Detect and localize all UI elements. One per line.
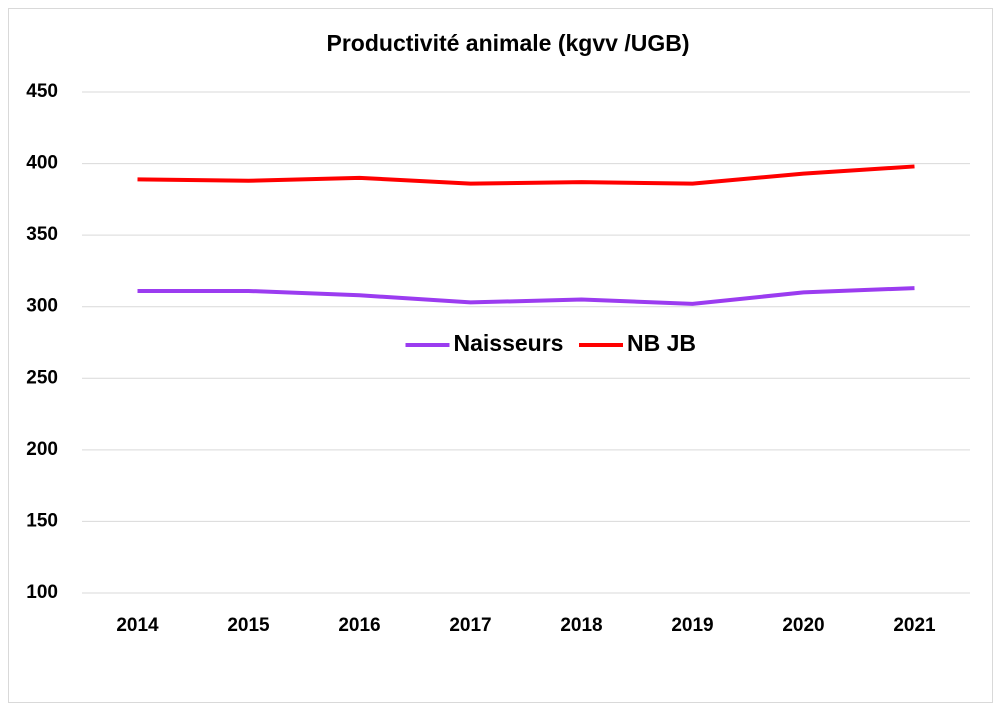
chart-border xyxy=(8,8,993,703)
y-tick-label: 100 xyxy=(26,582,58,603)
line-series xyxy=(137,164,915,186)
y-tick-label: 250 xyxy=(26,367,58,388)
legend-label: NB JB xyxy=(627,330,696,356)
x-tick-label: 2018 xyxy=(560,615,602,636)
y-tick-label: 350 xyxy=(26,224,58,245)
x-tick-label: 2017 xyxy=(449,615,491,636)
y-tick-label: 450 xyxy=(26,81,58,102)
x-tick-label: 2019 xyxy=(671,615,713,636)
y-tick-label: 200 xyxy=(26,439,58,460)
x-tick-label: 2021 xyxy=(893,615,936,636)
x-tick-label: 2016 xyxy=(338,615,380,636)
line-series xyxy=(137,286,915,306)
y-tick-label: 150 xyxy=(26,510,58,531)
y-tick-label: 300 xyxy=(26,296,58,317)
legend-label: Naisseurs xyxy=(454,330,564,356)
x-tick-label: 2014 xyxy=(116,615,159,636)
chart-title: Productivité animale (kgvv /UGB) xyxy=(327,30,690,56)
x-tick-label: 2020 xyxy=(782,615,824,636)
y-tick-label: 400 xyxy=(26,153,58,174)
x-tick-label: 2015 xyxy=(227,615,270,636)
